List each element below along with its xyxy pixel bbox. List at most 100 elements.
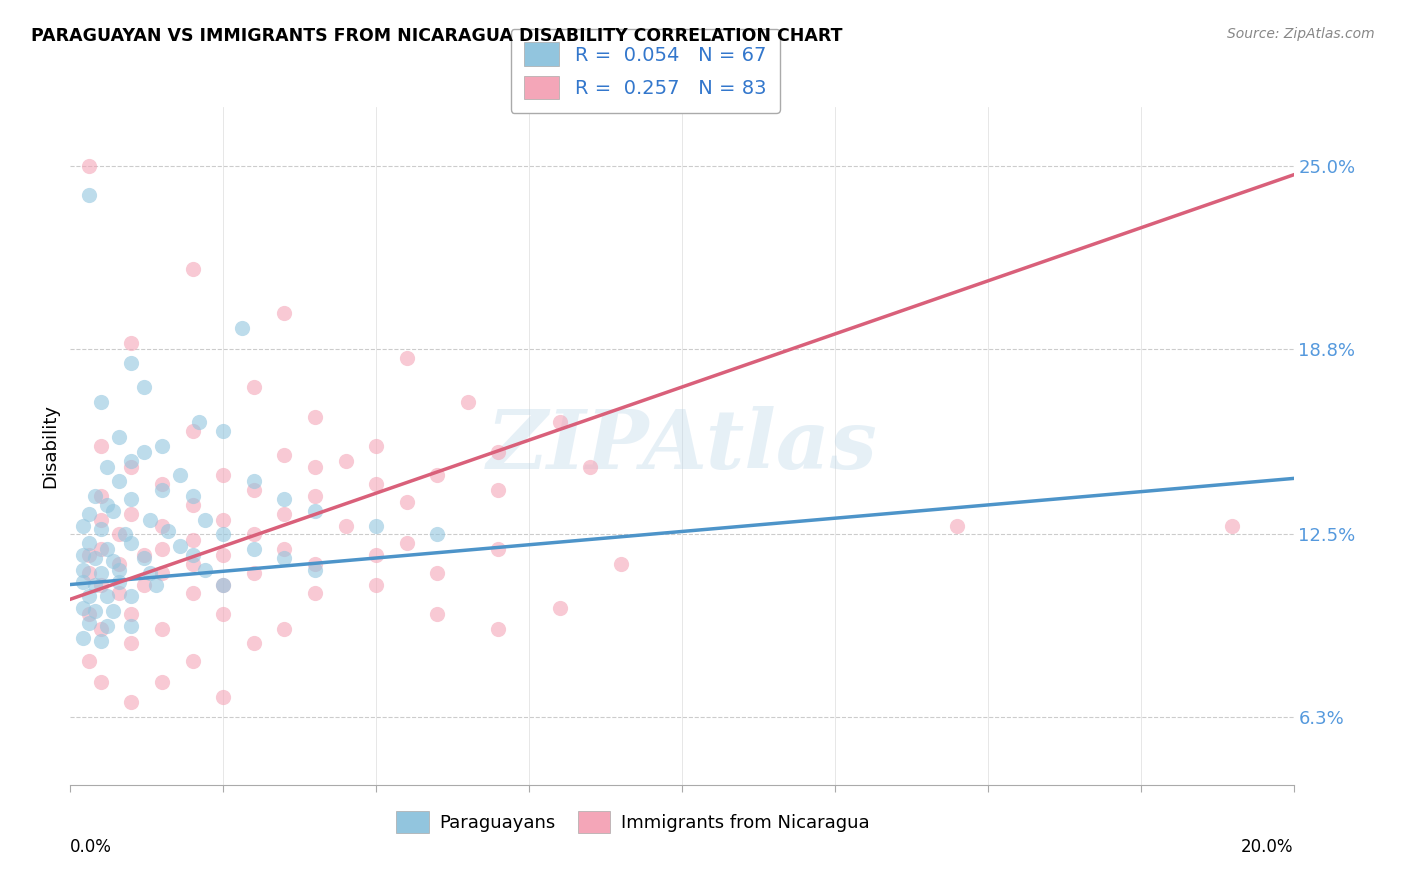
Point (488, 542, 510, 557)
Point (231, 321, 253, 335)
Point (304, 586, 326, 600)
Point (548, 416, 571, 430)
Y-axis label: Disability: Disability (41, 404, 59, 488)
Point (121, 459, 143, 474)
Point (121, 491, 143, 506)
Point (139, 566, 162, 580)
Point (121, 356, 143, 370)
Point (181, 586, 204, 600)
Point (181, 489, 204, 503)
Point (366, 548, 388, 562)
Point (243, 380, 266, 394)
Point (169, 539, 191, 553)
Text: PARAGUAYAN VS IMMIGRANTS FROM NICARAGUA DISABILITY CORRELATION CHART: PARAGUAYAN VS IMMIGRANTS FROM NICARAGUA … (31, 27, 842, 45)
Point (72, 548, 94, 562)
Point (72, 563, 94, 577)
Point (426, 607, 449, 621)
Point (132, 551, 155, 566)
Point (212, 527, 235, 541)
Point (212, 607, 235, 621)
Point (335, 454, 357, 468)
Point (121, 507, 143, 521)
Point (212, 468, 235, 483)
Point (395, 495, 418, 509)
Point (212, 690, 235, 704)
Point (181, 548, 204, 562)
Point (273, 622, 295, 636)
Point (395, 351, 418, 365)
Point (426, 527, 449, 541)
Point (72, 574, 94, 589)
Point (96, 498, 118, 512)
Point (90, 513, 112, 527)
Point (90, 439, 112, 453)
Point (212, 513, 235, 527)
Point (243, 483, 266, 498)
Point (212, 577, 235, 591)
Point (243, 566, 266, 580)
Point (96, 619, 118, 633)
Point (150, 518, 173, 533)
Point (273, 448, 295, 462)
Point (194, 513, 217, 527)
Point (194, 563, 217, 577)
Point (273, 551, 295, 566)
Point (243, 542, 266, 557)
Point (426, 566, 449, 580)
Point (77, 536, 100, 550)
Point (121, 607, 143, 621)
Point (181, 533, 204, 548)
Point (150, 566, 173, 580)
Point (77, 654, 100, 668)
Point (77, 566, 100, 580)
Point (77, 159, 100, 173)
Point (488, 445, 510, 459)
Point (212, 577, 235, 591)
Point (426, 468, 449, 483)
Point (90, 633, 112, 648)
Point (273, 542, 295, 557)
Point (150, 542, 173, 557)
Point (77, 548, 100, 562)
Point (610, 557, 633, 571)
Point (108, 574, 131, 589)
Point (181, 262, 204, 277)
Point (121, 536, 143, 550)
Point (150, 439, 173, 453)
Point (273, 306, 295, 320)
Point (77, 507, 100, 521)
Point (108, 586, 131, 600)
Point (132, 445, 155, 459)
Text: 20.0%: 20.0% (1241, 838, 1294, 856)
Point (169, 468, 191, 483)
Point (96, 590, 118, 604)
Point (212, 548, 235, 562)
Point (335, 518, 357, 533)
Point (181, 654, 204, 668)
Point (1220, 518, 1243, 533)
Point (366, 518, 388, 533)
Point (150, 477, 173, 491)
Point (304, 563, 326, 577)
Point (243, 475, 266, 489)
Text: ZIPAtlas: ZIPAtlas (486, 406, 877, 486)
Point (108, 430, 131, 444)
Point (90, 542, 112, 557)
Point (90, 522, 112, 536)
Point (90, 489, 112, 503)
Point (121, 454, 143, 468)
Point (114, 527, 136, 541)
Point (96, 459, 118, 474)
Point (946, 518, 969, 533)
Point (83, 604, 105, 618)
Point (273, 491, 295, 506)
Point (548, 601, 571, 615)
Point (488, 483, 510, 498)
Point (121, 636, 143, 650)
Point (121, 695, 143, 709)
Point (108, 563, 131, 577)
Point (72, 631, 94, 645)
Point (243, 636, 266, 650)
Point (101, 554, 124, 568)
Point (304, 504, 326, 518)
